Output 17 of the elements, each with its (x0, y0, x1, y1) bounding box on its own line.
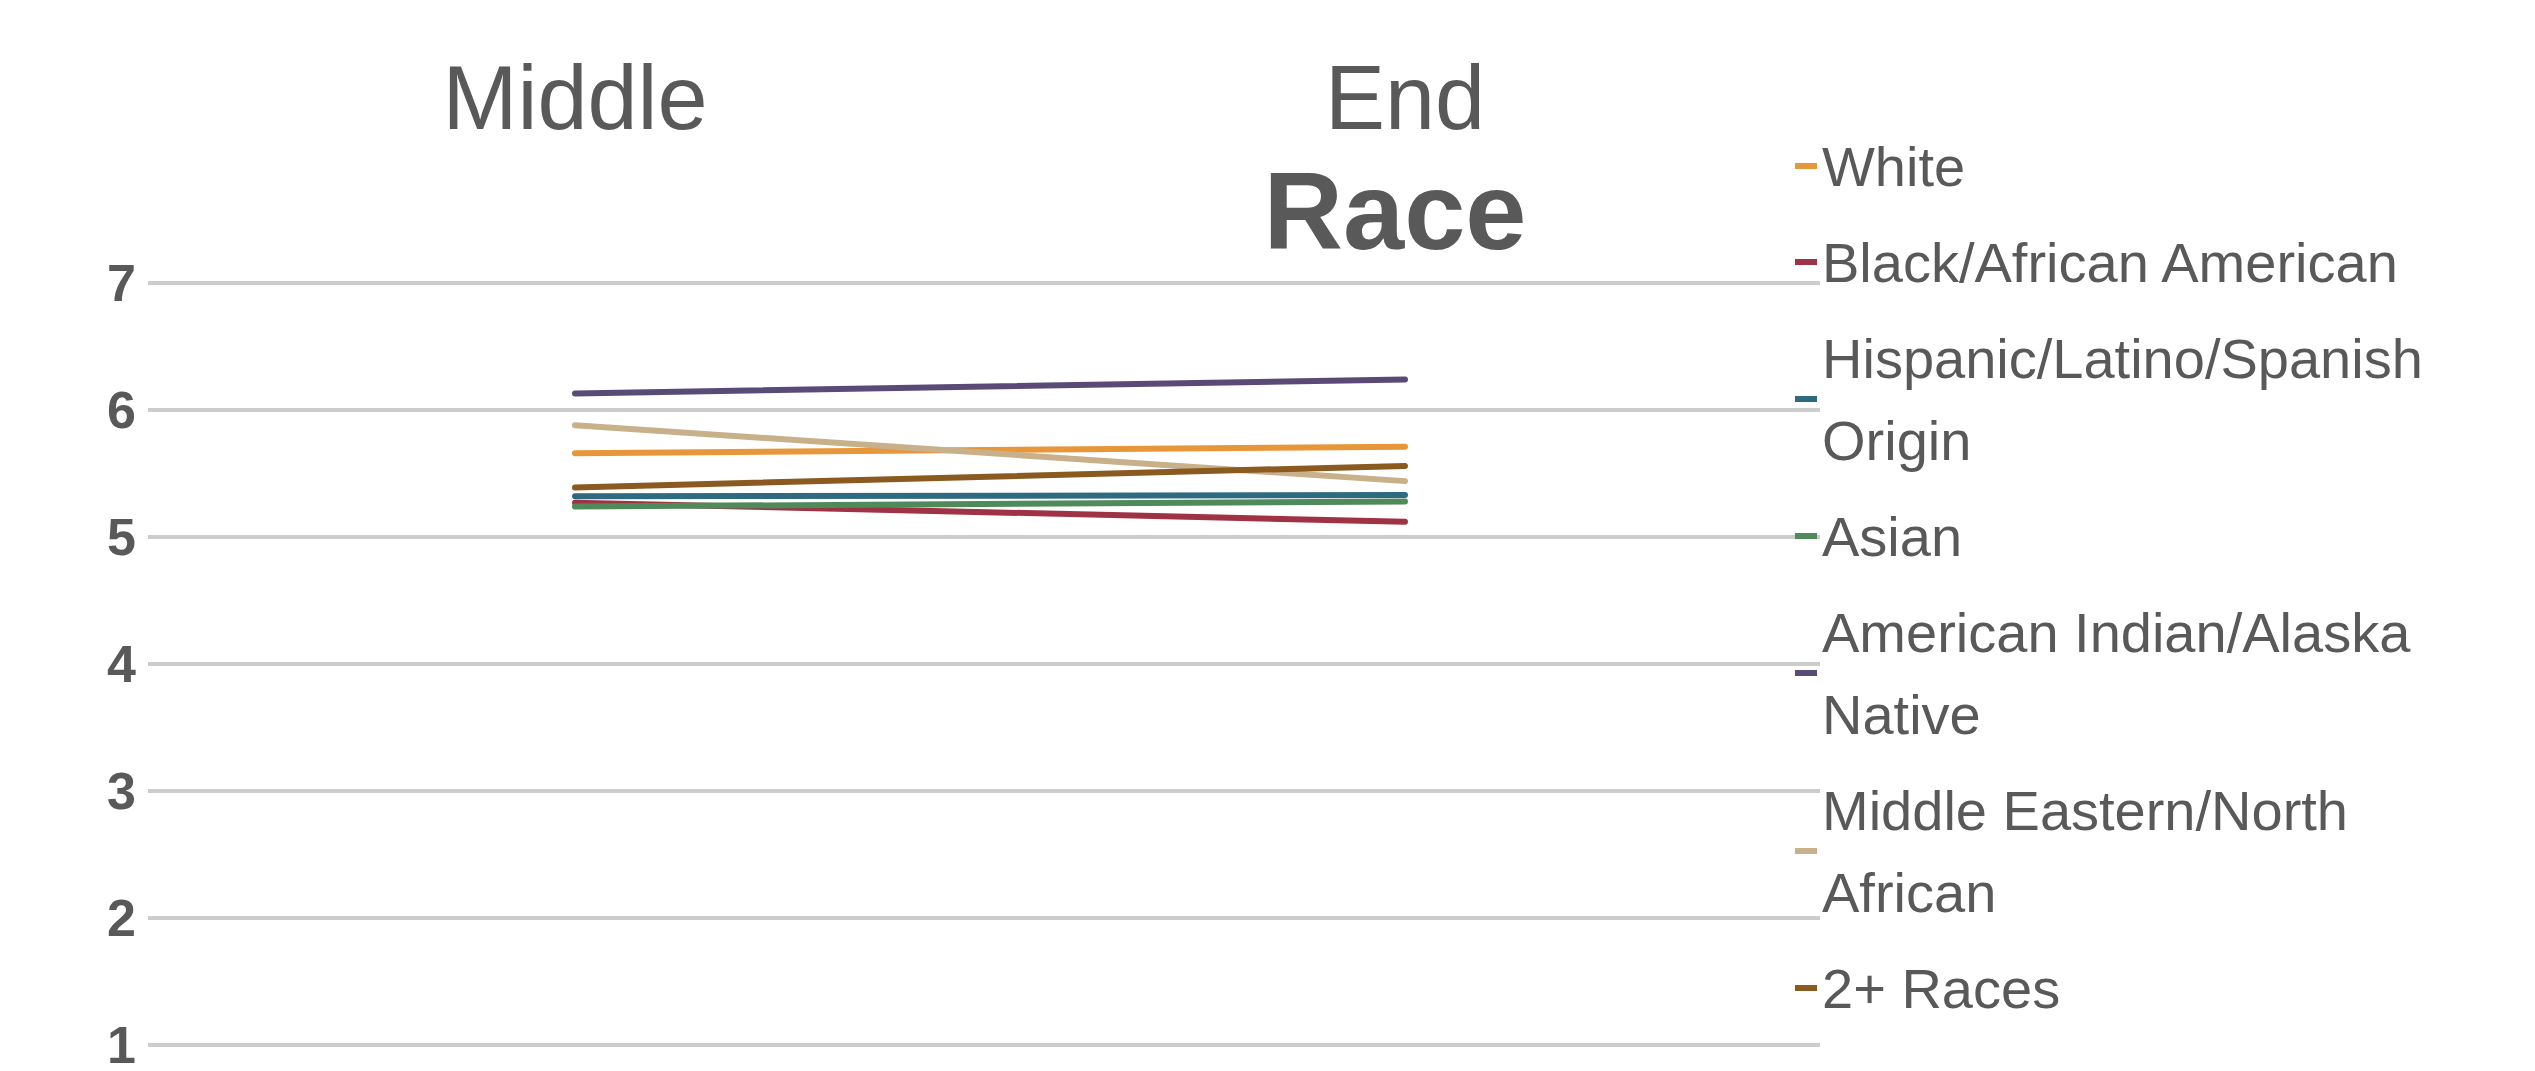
y-tick-label: 4 (107, 635, 137, 693)
legend-label: White (1822, 134, 1966, 198)
legend-label: 2+ Races (1822, 956, 2061, 1020)
y-tick-label: 7 (107, 254, 136, 312)
legend-label: Middle Eastern/North African (1822, 778, 2364, 924)
y-tick-label: 6 (107, 381, 136, 439)
y-tick-label: 1 (107, 1016, 136, 1071)
legend-label: Black/African American (1822, 230, 2398, 294)
x-tick-label: Middle (442, 48, 708, 148)
chart-title: Race (1263, 148, 1527, 272)
x-tick-label: End (1324, 48, 1486, 148)
legend-label: Hispanic/Latino/Spanish Origin (1822, 326, 2439, 472)
y-tick-label: 3 (107, 762, 136, 820)
y-tick-label: 5 (107, 508, 136, 566)
y-tick-label: 2 (107, 889, 136, 947)
legend-label: Asian (1822, 504, 1963, 568)
legend-label: American Indian/Alaska Native (1822, 600, 2426, 746)
